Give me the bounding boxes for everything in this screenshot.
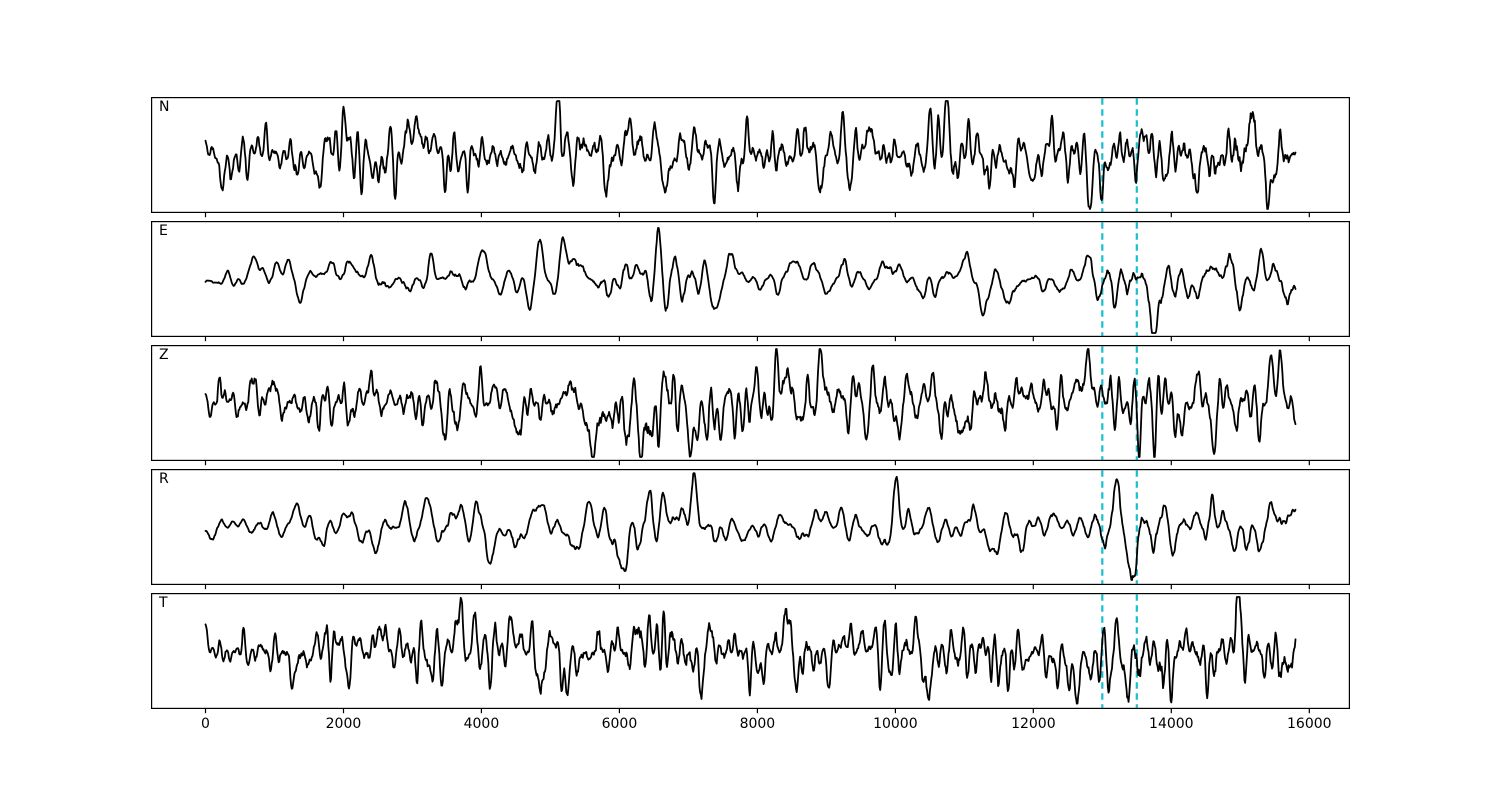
x-tick-label: 8000 [739, 716, 776, 732]
x-tick-label: 16000 [1287, 716, 1332, 732]
channel-label-t: T [159, 595, 168, 611]
waveform-plot-t [151, 593, 1350, 714]
waveform-plot-r [151, 469, 1350, 590]
x-tick-label: 4000 [463, 716, 500, 732]
x-tick-label: 12000 [1011, 716, 1056, 732]
channel-label-r: R [159, 471, 169, 487]
x-tick-label: 0 [201, 716, 210, 732]
channel-label-e: E [159, 223, 168, 239]
waveform-plot-z [151, 345, 1350, 466]
subplot-e: E [151, 221, 1350, 342]
subplot-z: Z [151, 345, 1350, 466]
waveform-plot-e [151, 221, 1350, 342]
subplot-t: T [151, 593, 1350, 714]
channel-label-z: Z [159, 347, 169, 363]
x-tick-label: 6000 [601, 716, 638, 732]
x-tick-label: 14000 [1149, 716, 1194, 732]
channel-label-n: N [159, 99, 170, 115]
x-tick-label: 2000 [325, 716, 362, 732]
x-tick-label: 10000 [873, 716, 918, 732]
subplot-r: R [151, 469, 1350, 590]
subplot-n: N [151, 97, 1350, 218]
waveform-plot-n [151, 97, 1350, 218]
